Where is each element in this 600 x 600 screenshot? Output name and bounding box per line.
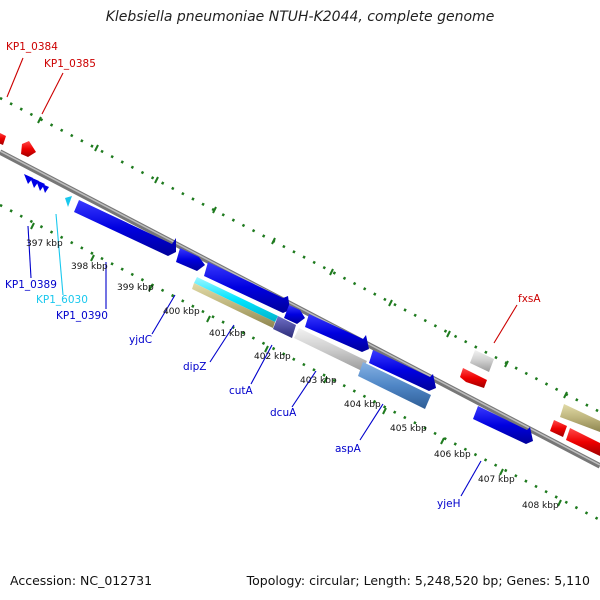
lower-tick-track [0,203,600,522]
gene-dipz-arrow[interactable] [176,248,205,271]
accession-label: Accession: NC_012731 [10,573,153,588]
upper-tick-track [0,96,600,414]
gene-khaki-block[interactable] [192,283,275,328]
gene-fxsa-rna-block[interactable] [470,350,494,372]
kbp-label: 403 kbp [300,376,337,386]
gene-label-cuta[interactable]: cutA [229,385,254,397]
gene-kp1-6030-arrowhead[interactable] [65,196,72,207]
small-blue-arrowheads [24,174,49,193]
gene-red-right-2[interactable] [566,428,600,456]
gene-label-kp1-6030[interactable]: KP1_6030 [36,294,88,306]
gene-label-aspa[interactable]: aspA [335,443,362,455]
upper-major-ticks [37,116,568,399]
kbp-label: 408 kbp [522,501,559,511]
gene-kp1-0385-arrow[interactable] [21,141,36,157]
map-title: Klebsiella pneumoniae NTUH-K2044, comple… [105,9,495,25]
gene-label-fxsa[interactable]: fxsA [518,293,541,305]
gene-navy-block[interactable] [273,316,296,338]
gene-label-kp1-0389[interactable]: KP1_0389 [5,279,57,291]
kbp-label: 399 kbp [117,283,154,293]
gene-steel-block[interactable] [358,362,431,409]
gene-label-yjdc[interactable]: yjdC [129,334,152,346]
genome-backbone [0,149,600,469]
gene-red-right-1[interactable] [550,420,567,437]
label-leader-lines [6,57,518,497]
kbp-label: 398 kbp [71,262,108,272]
topology-label: Topology: circular; Length: 5,248,520 bp… [246,573,590,588]
gene-name-labels: KP1_0384 KP1_0385 KP1_0389 KP1_6030 KP1_… [5,41,541,510]
gene-label-dcua[interactable]: dcuA [270,407,297,419]
kbp-label: 401 kbp [209,329,246,339]
kbp-label: 404 kbp [344,400,381,410]
gene-blue-small-arrow[interactable] [284,305,305,324]
gene-fxsa-arrow[interactable] [460,368,487,388]
kbp-label: 405 kbp [390,424,427,434]
gene-yjeh-arrow[interactable] [473,406,533,444]
lower-major-ticks [30,222,562,507]
kbp-scale-labels: 397 kbp 398 kbp 399 kbp 400 kbp 401 kbp … [26,239,559,511]
gene-kp1-0384-arrow[interactable] [0,132,6,145]
gene-khaki-1[interactable] [560,404,600,432]
gene-cyan-block[interactable] [194,277,278,322]
backbone-highlight [0,150,600,466]
gene-yjdc-arrow[interactable] [74,200,176,256]
gene-cuta-arrow[interactable] [204,262,290,313]
gene-label-yjeh[interactable]: yjeH [437,498,461,510]
gene-aspa-arrow[interactable] [369,350,436,391]
kbp-label: 397 kbp [26,239,63,249]
kbp-label: 407 kbp [478,475,515,485]
kbp-label: 406 kbp [434,450,471,460]
kbp-label: 402 kbp [254,352,291,362]
gene-dcua-arrow[interactable] [305,314,369,352]
gene-label-kp1-0384[interactable]: KP1_0384 [6,41,58,53]
gene-label-kp1-0390[interactable]: KP1_0390 [56,310,108,322]
kbp-label: 400 kbp [163,307,200,317]
gene-label-dipz[interactable]: dipZ [183,361,206,373]
gene-rna-grey-block[interactable] [294,328,367,371]
gene-label-kp1-0385[interactable]: KP1_0385 [44,58,96,70]
